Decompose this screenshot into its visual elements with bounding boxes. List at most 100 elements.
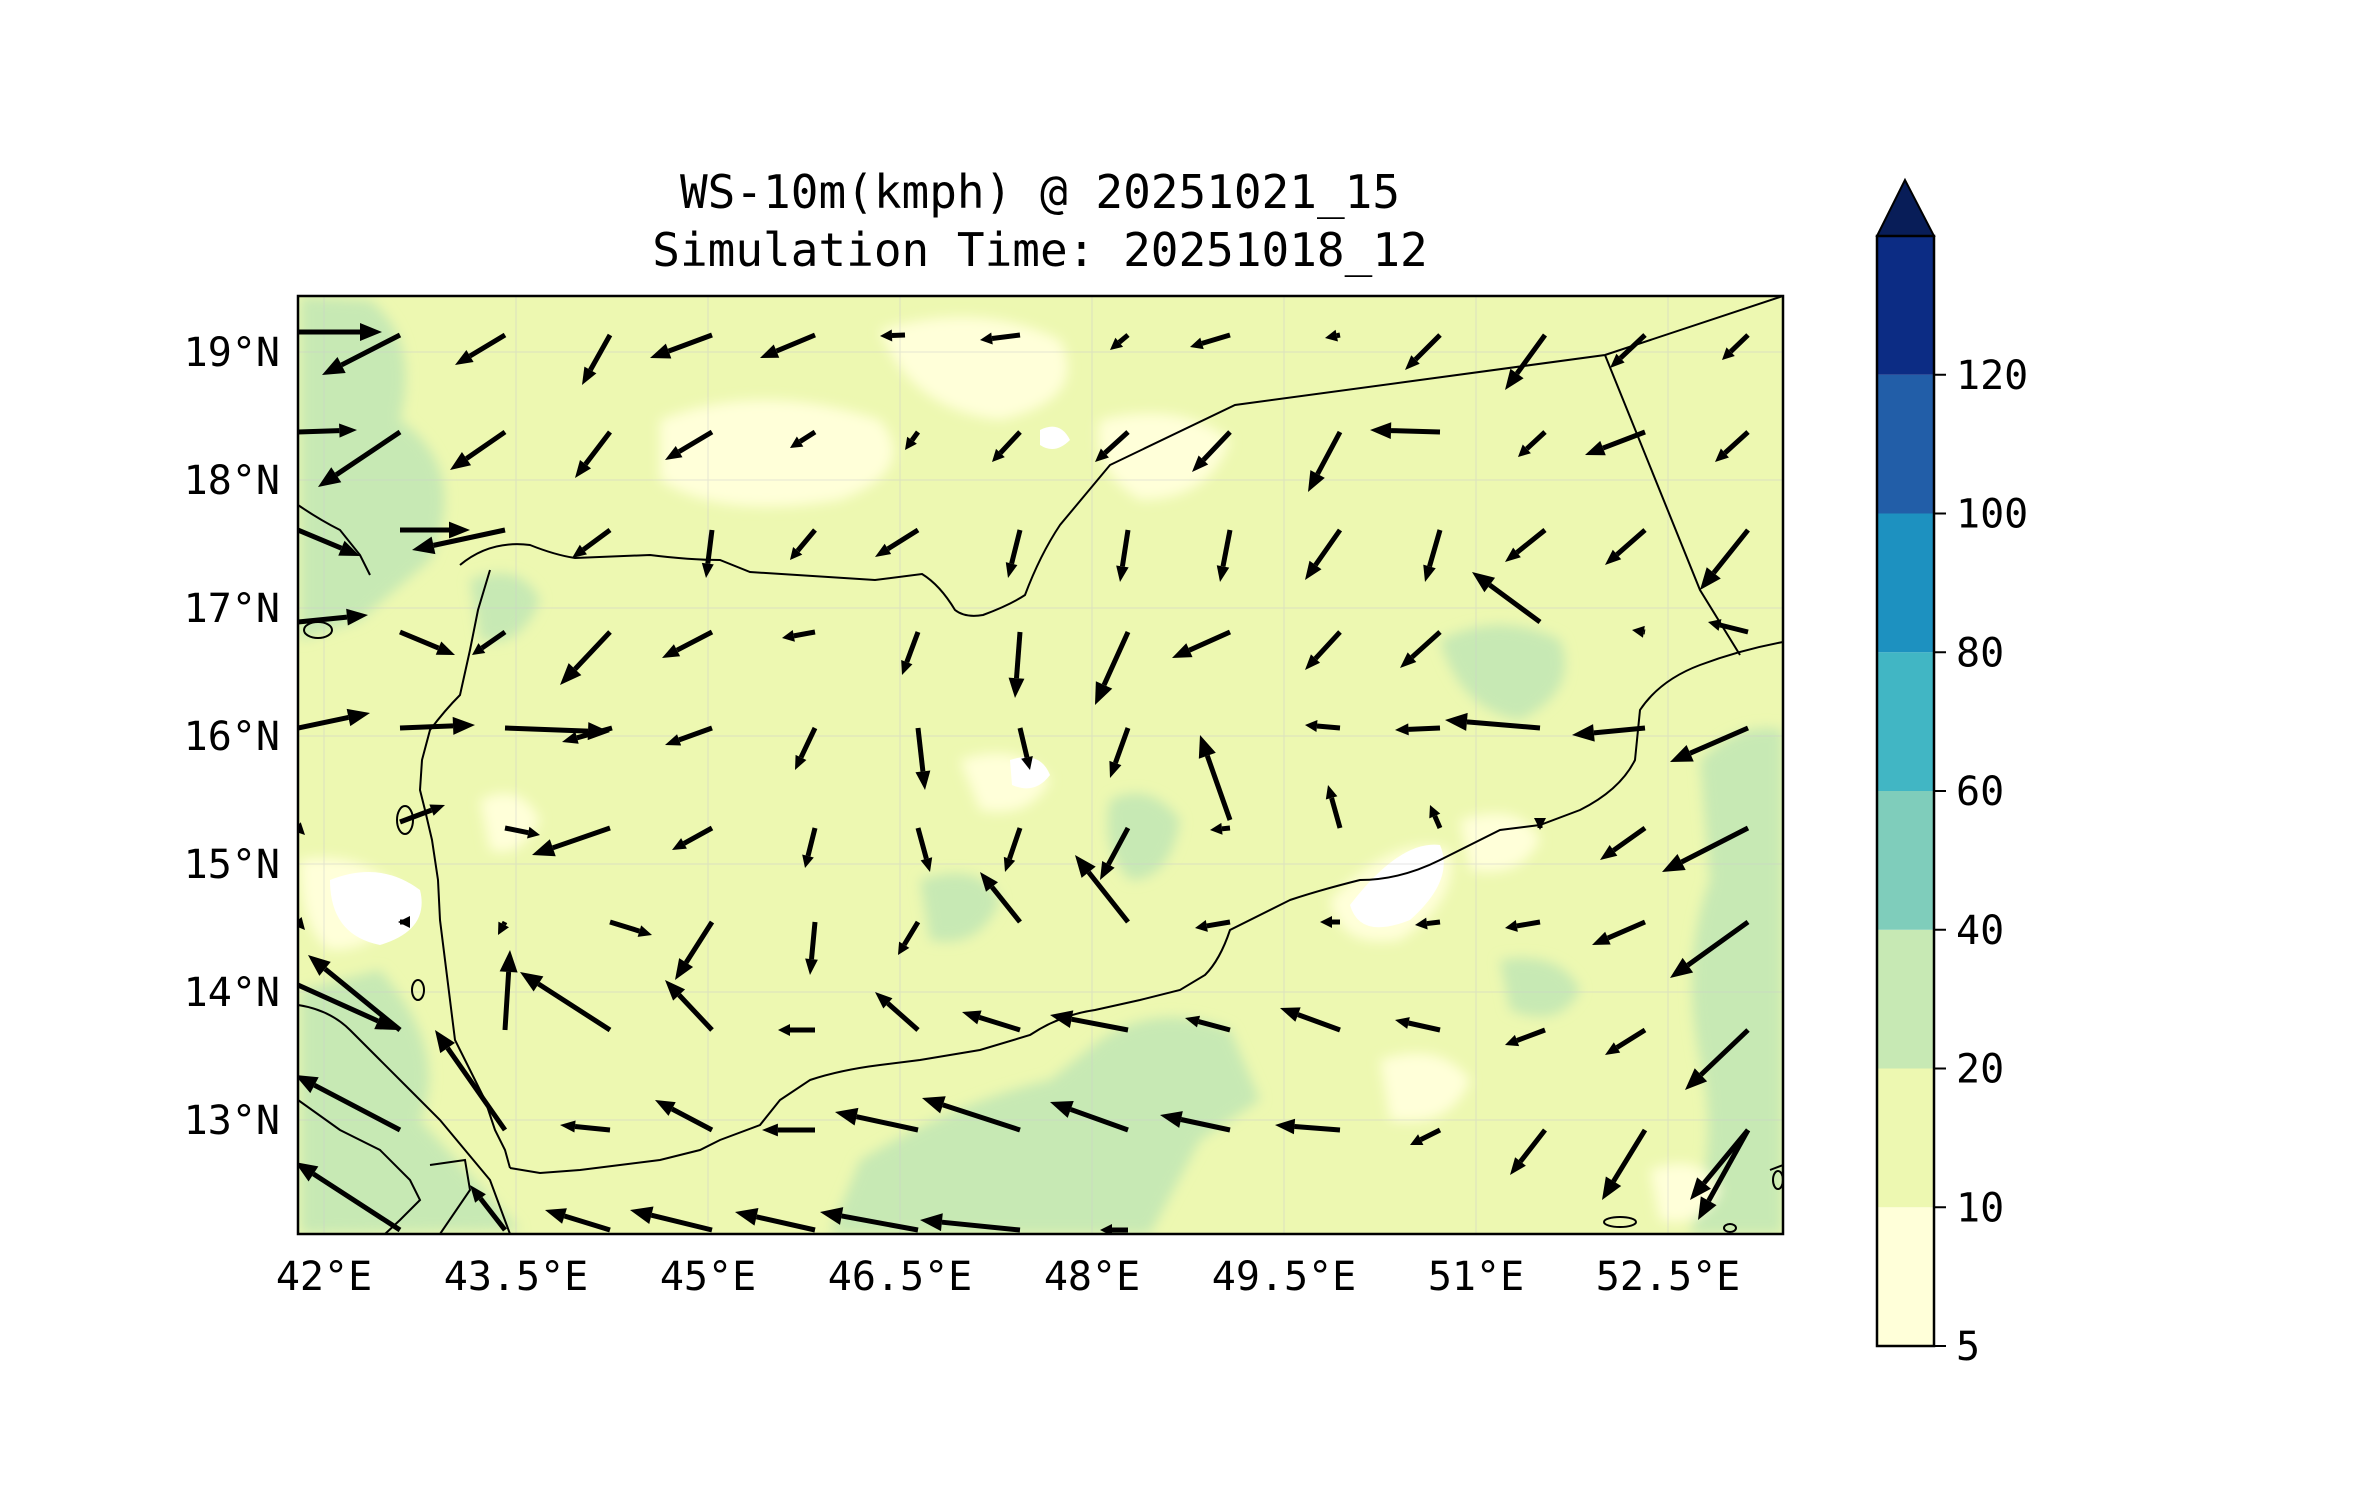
wind-arrow-shaft bbox=[902, 920, 921, 947]
wind-arrow-shaft bbox=[1488, 583, 1542, 625]
wind-arrow-shaft bbox=[1119, 529, 1131, 567]
wind-arrow-shaft bbox=[1518, 1128, 1547, 1164]
wind-arrow-head bbox=[901, 660, 913, 675]
wind-arrow-shaft bbox=[1204, 754, 1233, 821]
wind-arrow-head bbox=[560, 1120, 576, 1133]
wind-arrow-head bbox=[1050, 1100, 1074, 1118]
wind-arrow-shaft bbox=[667, 332, 713, 354]
colorbar-band bbox=[1877, 374, 1934, 514]
wind-arrow-head bbox=[435, 1030, 455, 1054]
wind-arrow-head bbox=[1192, 455, 1209, 472]
wind-arrow-shaft bbox=[576, 725, 613, 741]
wind-arrow-shaft bbox=[650, 1212, 713, 1233]
wind-arrow-shaft bbox=[537, 981, 612, 1033]
wind-arrow-head bbox=[1021, 756, 1033, 770]
wind-arrow-shaft bbox=[998, 430, 1022, 455]
colorbar-tick-label: 40 bbox=[1956, 908, 2004, 954]
wind-arrow-head bbox=[298, 822, 305, 835]
africa-border bbox=[298, 1099, 422, 1234]
wind-arrow-shaft bbox=[313, 1082, 402, 1133]
wind-arrow-head bbox=[346, 608, 368, 626]
wind-arrow-head bbox=[1572, 724, 1595, 742]
wind-arrow-shaft bbox=[670, 1106, 714, 1133]
wind-arrow-head bbox=[1405, 355, 1420, 370]
wind-arrow-shaft bbox=[1206, 919, 1231, 929]
djibouti-border bbox=[429, 1158, 472, 1234]
wind-arrow-head bbox=[455, 350, 474, 365]
wind-arrow-shaft bbox=[1689, 725, 1749, 756]
wind-arrow-shaft bbox=[978, 1015, 1021, 1033]
wind-arrow-head bbox=[1190, 337, 1204, 350]
wind-arrow-head bbox=[1305, 720, 1318, 733]
wind-arrow-shaft bbox=[583, 430, 612, 466]
wind-arrow-head bbox=[520, 972, 544, 992]
wind-arrow-head bbox=[782, 629, 795, 642]
wind-arrow-head bbox=[835, 1107, 859, 1126]
wind-arrow-head bbox=[992, 448, 1005, 462]
wind-arrow-shaft bbox=[915, 727, 926, 772]
wind-arrow-shaft bbox=[1313, 630, 1342, 661]
wind-arrow-shaft bbox=[904, 631, 921, 663]
wind-arrow-shaft bbox=[795, 528, 817, 553]
wind-arrow-head bbox=[662, 644, 681, 658]
wind-arrow-head bbox=[298, 1075, 319, 1094]
wind-arrow-shaft bbox=[1188, 629, 1232, 653]
wind-arrow-shaft bbox=[886, 527, 920, 552]
wind-arrow-head bbox=[1308, 470, 1325, 492]
wind-arrow-head bbox=[802, 854, 814, 868]
coastlines-borders bbox=[298, 296, 1783, 1234]
wind-arrow-shaft bbox=[1014, 631, 1023, 679]
wind-arrow-shaft bbox=[1103, 430, 1130, 455]
wind-arrow-head bbox=[1325, 329, 1338, 342]
wind-arrow-head bbox=[527, 826, 540, 839]
lat-label-15: 15°N bbox=[184, 842, 280, 888]
wind-arrow-shaft bbox=[573, 630, 612, 671]
wind-arrow-head bbox=[1400, 652, 1417, 668]
wind-arrow-head bbox=[760, 344, 780, 358]
wind-arrow-shaft bbox=[468, 332, 507, 359]
wind-arrow-head bbox=[920, 857, 933, 872]
colorbar-band bbox=[1877, 929, 1934, 1069]
wind-arrow-head bbox=[1325, 785, 1338, 800]
wind-arrow-head bbox=[980, 332, 993, 345]
wind-arrow-shaft bbox=[1615, 1027, 1647, 1050]
wind-arrow-shaft bbox=[1419, 1127, 1442, 1142]
colorbar-tick-label: 120 bbox=[1956, 353, 2028, 399]
wind-arrow-head bbox=[1715, 448, 1729, 462]
wind-arrow-head bbox=[1518, 444, 1531, 457]
wind-arrow-head bbox=[1275, 1118, 1296, 1135]
colorbar-tick-label: 80 bbox=[1956, 630, 2004, 676]
wind-arrow-head bbox=[1160, 1111, 1183, 1128]
colorbar-band bbox=[1877, 652, 1934, 791]
wind-arrow-head bbox=[665, 445, 683, 460]
wind-arrow-shaft bbox=[805, 827, 818, 857]
wind-arrow-shaft bbox=[1466, 719, 1541, 731]
wind-arrow-head bbox=[1685, 1068, 1708, 1090]
wind-arrow-head bbox=[1195, 920, 1208, 932]
wind-arrow-shaft bbox=[798, 726, 818, 759]
wind-arrow-head bbox=[675, 958, 694, 980]
wind-arrow-head bbox=[1198, 735, 1216, 759]
wind-arrow-head bbox=[665, 980, 686, 1001]
wind-arrow-shaft bbox=[1602, 429, 1646, 451]
wind-arrow-shaft bbox=[1516, 1027, 1546, 1043]
wind-arrow-shaft bbox=[1410, 630, 1442, 660]
wind-arrow-shaft bbox=[1615, 528, 1647, 557]
wind-arrow-shaft bbox=[1723, 430, 1750, 455]
wind-arrow-head bbox=[637, 925, 652, 937]
wind-arrow-head bbox=[655, 1100, 676, 1116]
wind-arrow-head bbox=[412, 536, 436, 555]
lat-label-17: 17°N bbox=[184, 586, 280, 632]
wind-arrow-shaft bbox=[1297, 1012, 1341, 1033]
wind-arrow-shaft bbox=[1313, 528, 1343, 567]
wind-arrow-head bbox=[650, 343, 672, 359]
wind-arrow-shaft bbox=[298, 982, 379, 1024]
wind-arrow-shaft bbox=[705, 529, 715, 564]
wind-arrow-shaft bbox=[312, 1171, 402, 1233]
wind-arrow-shaft bbox=[682, 825, 714, 846]
wind-arrow-head bbox=[1690, 1177, 1711, 1200]
wind-arrow-head bbox=[1415, 917, 1428, 930]
lon-label-43-5: 43.5°E bbox=[444, 1254, 589, 1300]
calm-patches bbox=[330, 426, 1444, 945]
wind-arrow-shaft bbox=[1516, 919, 1541, 929]
